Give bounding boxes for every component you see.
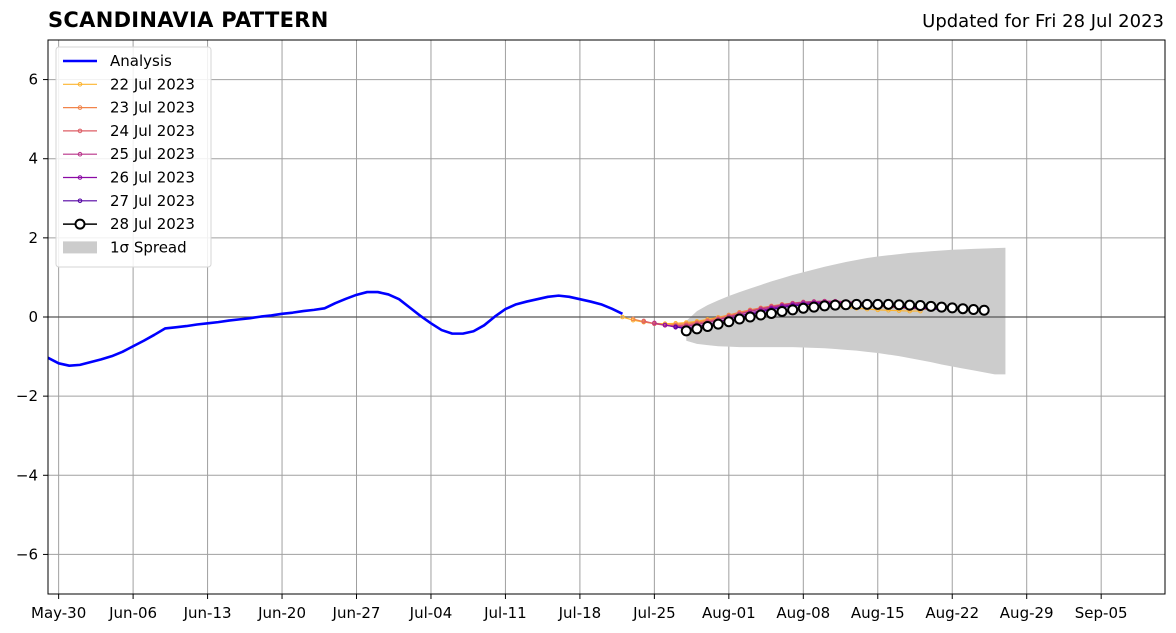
x-tick-label: Aug-22: [925, 604, 979, 622]
forecast-point: [914, 300, 926, 312]
forecast-point: [968, 303, 980, 315]
forecast-point: [744, 311, 756, 323]
legend-swatch: [63, 241, 97, 254]
legend-marker: [77, 151, 83, 157]
legend-box: [55, 46, 212, 268]
forecast-point: [819, 300, 831, 312]
legend-label: Analysis: [110, 52, 172, 70]
legend-marker: [77, 105, 83, 110]
x-tick-label: Jun-20: [257, 604, 306, 622]
legend-marker: [77, 198, 83, 204]
forecast-point: [787, 304, 799, 316]
series-layer: [48, 290, 990, 367]
forecast-point: [840, 299, 852, 311]
x-tick-label: Jul-18: [558, 604, 602, 622]
ticks-layer: May-30 Jun-06 Jun-13 Jun-20 Jun-27 Jul-04 Jul-…: [16, 71, 1128, 622]
chart-subtitle: Updated for Fri 28 Jul 2023: [922, 11, 1164, 32]
y-tick-label: −2: [16, 387, 38, 405]
forecast-point: [702, 320, 714, 332]
forecast-point: [936, 301, 948, 313]
x-tick-label: Jul-25: [632, 604, 676, 622]
forecast-point: [957, 303, 969, 315]
legend-marker: [77, 128, 83, 134]
legend-label: 26 Jul 2023: [110, 169, 195, 187]
y-tick-label: 2: [28, 229, 38, 247]
x-tick-label: Sep-05: [1075, 604, 1128, 622]
y-tick-label: −4: [16, 466, 38, 484]
legend-label: 22 Jul 2023: [110, 75, 195, 93]
forecast-point: [680, 325, 692, 337]
x-tick-label: Aug-08: [776, 604, 830, 622]
forecast-point: [765, 307, 777, 319]
x-tick-label: Jun-06: [108, 604, 157, 622]
forecast-point: [850, 298, 862, 310]
legend-label: 24 Jul 2023: [110, 122, 195, 140]
legend-marker: [77, 82, 83, 87]
x-tick-label: May-30: [31, 604, 86, 622]
forecast-point: [808, 301, 820, 313]
forecast-point: [630, 316, 636, 322]
spread-layer: [686, 247, 1006, 375]
forecast-point: [861, 298, 873, 310]
y-tick-label: 0: [28, 308, 38, 326]
x-tick-label: Aug-15: [851, 604, 905, 622]
forecast-point: [797, 302, 809, 314]
legend-label: 27 Jul 2023: [110, 192, 195, 210]
forecast-point: [776, 305, 788, 317]
forecast-point: [755, 309, 767, 321]
x-tick-label: Jul-04: [409, 604, 453, 622]
x-tick-label: Jul-11: [483, 604, 527, 622]
chart-title: SCANDINAVIA PATTERN: [48, 8, 329, 32]
forecast-point: [904, 299, 916, 311]
forecast-point: [691, 323, 703, 335]
y-tick-label: 4: [28, 150, 38, 168]
forecast-point: [893, 299, 905, 311]
forecast-point: [620, 314, 625, 320]
forecast-point: [882, 298, 894, 310]
forecast-point: [946, 302, 958, 314]
legend: Analysis 22 Jul 2023 23 Jul 2023 24 Jul 202…: [55, 46, 212, 268]
forecast-point: [673, 324, 678, 330]
analysis-line: [48, 290, 624, 367]
legend-label: 1σ Spread: [110, 238, 187, 256]
forecast-point: [652, 320, 657, 326]
forecast-point: [723, 316, 735, 328]
x-tick-label: Jun-13: [183, 604, 232, 622]
forecast-point: [872, 298, 884, 310]
forecast-point: [829, 299, 841, 311]
forecast-point: [662, 322, 668, 328]
spread-band: [686, 247, 1006, 375]
forecast-point: [712, 318, 724, 330]
forecast-point: [925, 300, 937, 312]
forecast-point: [978, 304, 990, 316]
legend-label: 25 Jul 2023: [110, 145, 195, 163]
x-tick-label: Aug-01: [702, 604, 756, 622]
forecast-point: [733, 313, 745, 325]
legend-marker: [74, 218, 86, 230]
x-tick-label: Aug-29: [1000, 604, 1054, 622]
legend-label: 23 Jul 2023: [110, 99, 195, 117]
y-tick-label: 6: [28, 71, 38, 89]
x-tick-label: Jun-27: [332, 604, 381, 622]
legend-label: 28 Jul 2023: [110, 215, 195, 233]
legend-marker: [77, 175, 83, 180]
forecast-point: [641, 318, 647, 324]
y-tick-label: −6: [16, 545, 38, 563]
